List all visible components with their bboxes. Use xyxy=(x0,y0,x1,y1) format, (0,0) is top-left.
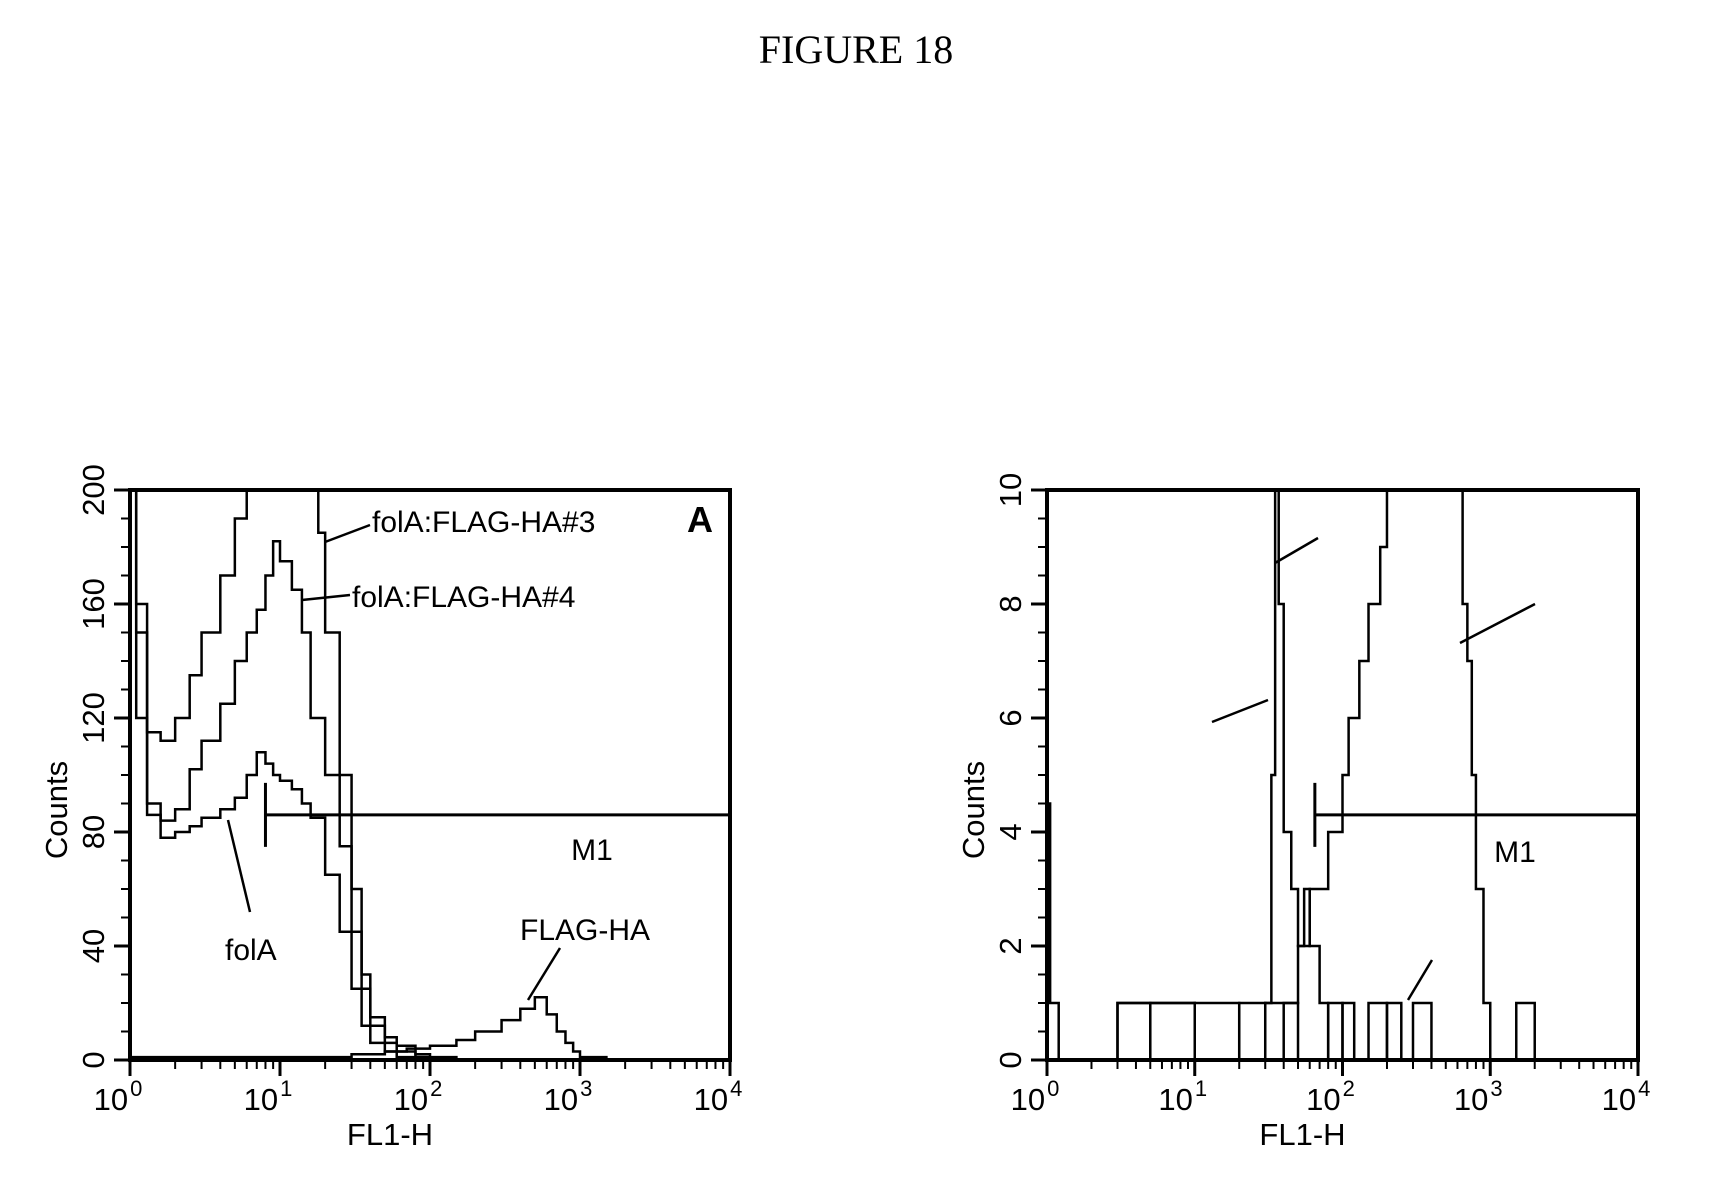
x-tick-base: 10 xyxy=(694,1082,728,1117)
x-tick-label: 100 xyxy=(94,1076,143,1117)
x-tick-label: 103 xyxy=(544,1076,593,1117)
leader-line xyxy=(1408,960,1432,1000)
x-tick-label: 104 xyxy=(1602,1076,1651,1117)
x-tick-exponent: 4 xyxy=(1638,1076,1650,1101)
y-tick-label: 8 xyxy=(993,595,1028,612)
figure-title: FIGURE 18 xyxy=(759,27,953,72)
x-tick-base: 10 xyxy=(1602,1082,1636,1117)
y-tick-label: 120 xyxy=(76,692,111,744)
x-tick-label: 101 xyxy=(244,1076,293,1117)
x-tick-exponent: 1 xyxy=(280,1076,292,1101)
series-line-2 xyxy=(1047,490,1535,1060)
m1-marker-label: M1 xyxy=(1494,836,1536,869)
series-line-3 xyxy=(1047,1003,1490,1060)
series-line-1 xyxy=(130,490,475,1060)
x-tick-base: 10 xyxy=(94,1082,128,1117)
x-tick-base: 10 xyxy=(1454,1082,1488,1117)
leader-line xyxy=(1460,604,1535,643)
annotation-leader xyxy=(228,820,250,912)
m1-marker-label: M1 xyxy=(571,834,613,867)
y-tick-label: 4 xyxy=(993,823,1028,840)
x-tick-exponent: 0 xyxy=(1047,1076,1059,1101)
x-axis-label: FL1-H xyxy=(1259,1117,1345,1152)
x-tick-base: 10 xyxy=(394,1082,428,1117)
leader-line xyxy=(1212,700,1268,722)
y-tick-label: 10 xyxy=(993,473,1028,507)
x-tick-label: 100 xyxy=(1011,1076,1060,1117)
x-tick-base: 10 xyxy=(1158,1082,1192,1117)
y-tick-label: 6 xyxy=(993,709,1028,726)
annotation-label: folA:FLAG-HA#3 xyxy=(372,506,595,539)
y-tick-label: 80 xyxy=(76,815,111,849)
x-tick-base: 10 xyxy=(1011,1082,1045,1117)
y-tick-label: 2 xyxy=(993,937,1028,954)
x-tick-base: 10 xyxy=(544,1082,578,1117)
x-tick-base: 10 xyxy=(1306,1082,1340,1117)
x-axis-label: FL1-H xyxy=(347,1117,433,1152)
x-tick-exponent: 3 xyxy=(580,1076,592,1101)
series-line-3 xyxy=(130,490,430,1060)
y-tick-label: 160 xyxy=(76,578,111,630)
panel-label: A xyxy=(687,499,713,540)
annotation-leader xyxy=(528,948,560,1000)
x-tick-exponent: 2 xyxy=(1343,1076,1355,1101)
chart-panel-a: 04080120160200100101102103104FL1-HCounts… xyxy=(39,464,742,1152)
y-axis-label: Counts xyxy=(956,761,991,859)
x-tick-label: 102 xyxy=(394,1076,443,1117)
annotation-leader xyxy=(325,525,370,542)
x-tick-exponent: 0 xyxy=(130,1076,142,1101)
y-tick-label: 0 xyxy=(993,1051,1028,1068)
series-line-4 xyxy=(130,997,606,1060)
x-tick-exponent: 2 xyxy=(430,1076,442,1101)
chart-panel-b: 0246810100101102103104FL1-HCountsM1 xyxy=(956,473,1650,1152)
x-tick-label: 104 xyxy=(694,1076,743,1117)
y-axis-label: Counts xyxy=(39,761,74,859)
x-tick-base: 10 xyxy=(244,1082,278,1117)
series-line-2 xyxy=(130,490,456,1060)
x-tick-label: 102 xyxy=(1306,1076,1355,1117)
annotation-label: folA:FLAG-HA#4 xyxy=(352,581,575,614)
x-tick-label: 103 xyxy=(1454,1076,1503,1117)
x-tick-exponent: 1 xyxy=(1195,1076,1207,1101)
y-tick-label: 40 xyxy=(76,929,111,963)
annotation-label: FLAG-HA xyxy=(520,914,650,947)
y-tick-label: 200 xyxy=(76,464,111,516)
y-tick-label: 0 xyxy=(76,1051,111,1068)
x-tick-label: 101 xyxy=(1158,1076,1207,1117)
x-tick-exponent: 4 xyxy=(730,1076,742,1101)
leader-line xyxy=(1275,538,1318,563)
annotation-label: folA xyxy=(225,934,277,967)
x-tick-exponent: 3 xyxy=(1490,1076,1502,1101)
